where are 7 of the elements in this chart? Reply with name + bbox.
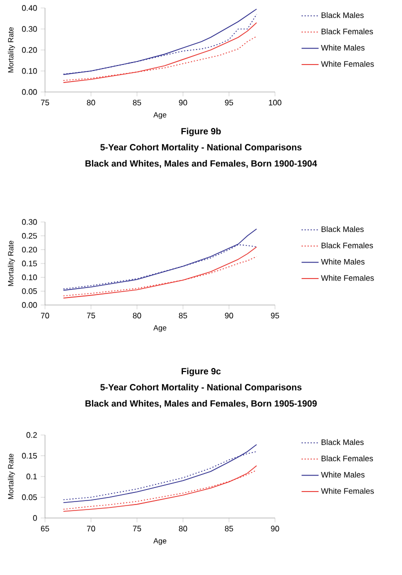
chart-title: Figure 9b [181, 128, 221, 136]
line-series [63, 444, 257, 504]
chart-subtitle: 5-Year Cohort Mortality - National Comparisons [100, 144, 302, 152]
text: Black and Whites, Males and Females, Born 1905-1909 [85, 400, 317, 408]
text: Black and Whites, Males and Females, Born 1900-1904 [85, 160, 318, 168]
chart-title: Figure 9c [182, 368, 221, 376]
chart-subtitle: 5-Year Cohort Mortality - National Comparisons [100, 384, 302, 392]
